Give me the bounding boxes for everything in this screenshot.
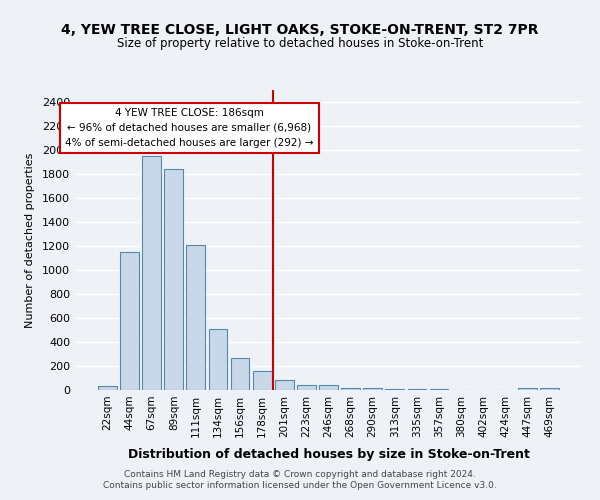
Bar (275, 380, 293, 390)
Bar (518, 388, 537, 390)
Bar (120, 252, 139, 390)
Bar (407, 389, 427, 390)
Bar (209, 329, 227, 390)
Bar (364, 388, 382, 390)
Y-axis label: Number of detached properties: Number of detached properties (25, 152, 35, 328)
Bar (540, 388, 559, 390)
Text: Contains public sector information licensed under the Open Government Licence v3: Contains public sector information licen… (103, 481, 497, 490)
Bar (187, 245, 205, 390)
X-axis label: Distribution of detached houses by size in Stoke-on-Trent: Distribution of detached houses by size … (128, 448, 529, 461)
Text: 4 YEW TREE CLOSE: 186sqm
← 96% of detached houses are smaller (6,968)
4% of semi: 4 YEW TREE CLOSE: 186sqm ← 96% of detach… (65, 108, 313, 148)
Bar (319, 386, 338, 390)
Bar (341, 388, 360, 390)
Bar (142, 156, 161, 390)
Bar (253, 372, 272, 390)
Bar (164, 169, 183, 390)
Text: 4, YEW TREE CLOSE, LIGHT OAKS, STOKE-ON-TRENT, ST2 7PR: 4, YEW TREE CLOSE, LIGHT OAKS, STOKE-ON-… (61, 22, 539, 36)
Bar (297, 384, 316, 390)
Text: Size of property relative to detached houses in Stoke-on-Trent: Size of property relative to detached ho… (117, 38, 483, 51)
Text: Contains HM Land Registry data © Crown copyright and database right 2024.: Contains HM Land Registry data © Crown c… (124, 470, 476, 479)
Bar (98, 386, 117, 390)
Bar (385, 388, 404, 390)
Bar (230, 358, 250, 390)
